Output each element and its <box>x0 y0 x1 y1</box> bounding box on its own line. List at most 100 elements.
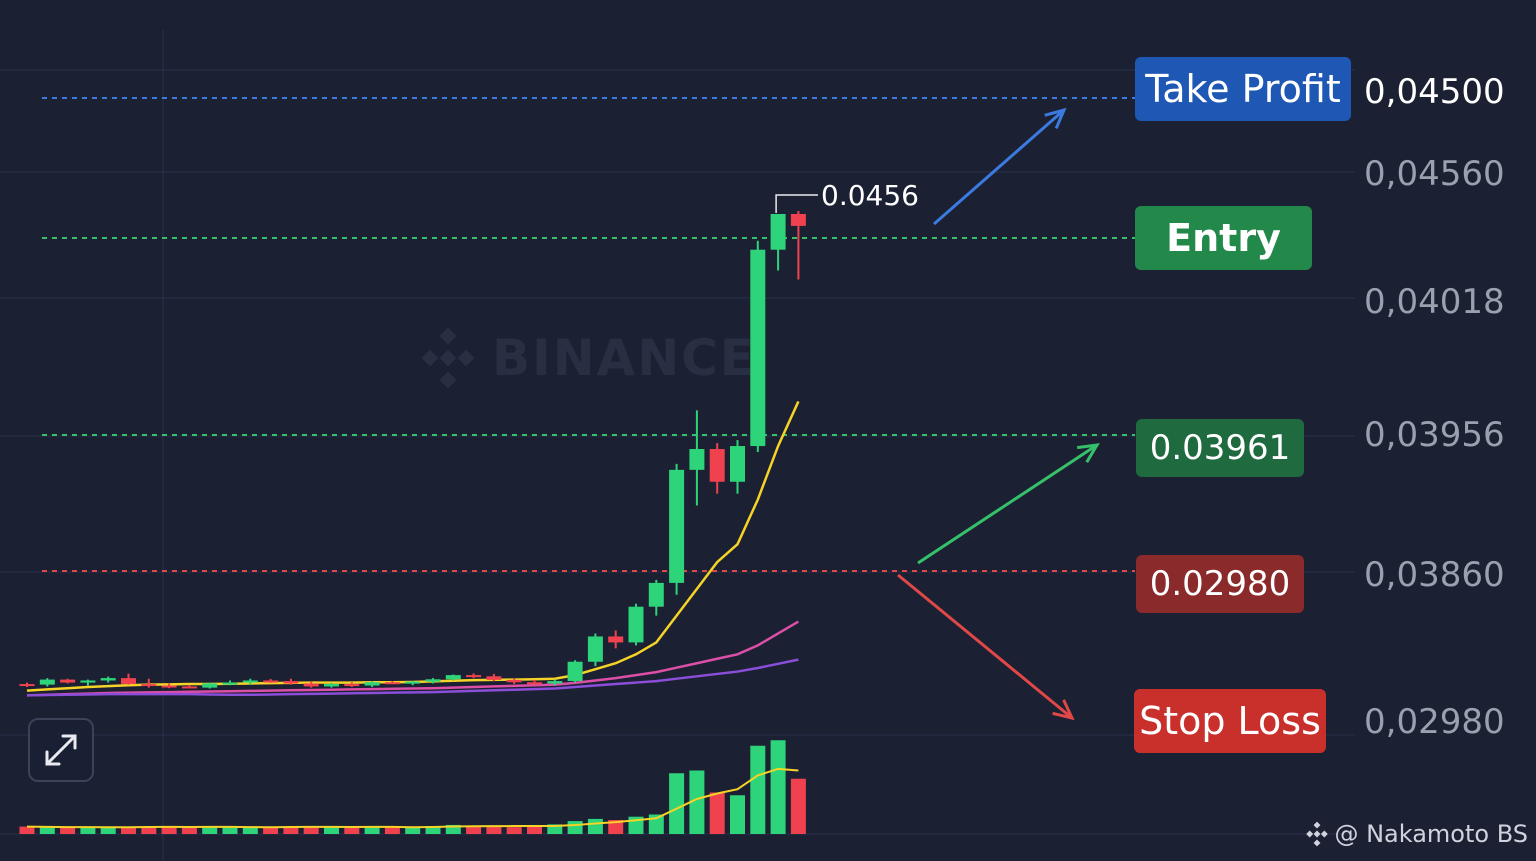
take-profit-label: Take Profit <box>1135 57 1351 121</box>
author-credit: @ Nakamoto BS <box>1304 820 1528 848</box>
candle-body <box>60 679 76 683</box>
candle-body <box>527 682 542 685</box>
candle-body <box>405 681 421 684</box>
watermark-text: BINANCE <box>492 329 756 387</box>
arrow-take-profit <box>933 108 1065 226</box>
entry-label: Entry <box>1135 206 1312 270</box>
volume-bar <box>506 827 522 834</box>
stop-loss-label: Stop Loss <box>1134 689 1326 753</box>
volume-bar <box>445 824 461 834</box>
price-axis-label: 0,02980 <box>1364 702 1505 742</box>
volume-bar <box>324 827 339 834</box>
volume-bar <box>283 826 299 834</box>
volume-bar <box>121 826 136 834</box>
volume-bar <box>709 792 725 834</box>
candle-body <box>587 636 603 662</box>
volume-bar <box>527 826 542 834</box>
credit-text: @ Nakamoto BS <box>1334 820 1528 848</box>
candle-body <box>364 682 380 686</box>
high-marker-label: 0.0456 <box>821 179 919 212</box>
candle-body <box>730 446 745 482</box>
candle-body <box>141 684 157 687</box>
expand-chart-button[interactable] <box>28 718 94 782</box>
volume-bar <box>202 827 218 834</box>
price-axis-label: 0,03860 <box>1364 555 1505 595</box>
high-marker-line <box>775 194 818 213</box>
expand-arrows-icon <box>45 734 77 766</box>
candle-body <box>263 680 279 683</box>
candle-body <box>181 686 197 689</box>
candle-body <box>547 681 563 684</box>
candle-body <box>283 681 299 684</box>
candle-body <box>567 661 583 682</box>
volume-bar <box>466 825 482 834</box>
volume-bar <box>100 827 116 834</box>
volume-bar <box>587 818 603 834</box>
volume-bar <box>425 826 441 834</box>
price-axis-label: 0,04560 <box>1364 154 1505 194</box>
volume-ma-line <box>26 767 799 829</box>
arrow-target-head <box>1076 443 1100 463</box>
candle-body <box>648 582 664 607</box>
binance-diamond-icon <box>1306 821 1329 847</box>
volume-bar <box>242 827 258 834</box>
candle-body <box>242 680 258 683</box>
price-axis-label: 0,04018 <box>1364 282 1505 322</box>
candle-body <box>303 683 319 687</box>
volume-bar <box>222 826 238 834</box>
binance-diamond-icon <box>421 327 475 389</box>
arrow-take-profit-head <box>1044 107 1067 129</box>
volume-bar <box>486 826 502 834</box>
volume-bar <box>181 827 197 834</box>
candle-body <box>19 684 35 687</box>
candle-body <box>506 679 522 683</box>
volume-bar <box>263 827 279 834</box>
volume-bar <box>303 826 319 834</box>
candle-body <box>486 676 502 680</box>
volume-bar <box>60 827 76 834</box>
binance-watermark: BINANCE <box>416 326 756 390</box>
candle-body <box>628 606 644 643</box>
candle-body <box>689 449 705 470</box>
volume-bar <box>364 826 380 834</box>
candle-body <box>100 678 116 681</box>
candle-body <box>324 684 339 687</box>
candle-body <box>669 469 685 583</box>
volume-bar <box>790 778 806 834</box>
candle-body <box>121 678 136 685</box>
volume-bar <box>567 821 583 834</box>
candle-body <box>709 449 725 482</box>
candle-body <box>750 249 766 447</box>
candle-body <box>80 680 96 683</box>
candle-body <box>384 682 400 685</box>
volume-bar <box>80 827 96 834</box>
arrow-stop-loss-head <box>1052 699 1075 721</box>
arrow-stop-loss <box>897 573 1073 720</box>
volume-bar <box>161 827 177 834</box>
candle-body <box>202 683 218 688</box>
volume-bar <box>750 745 766 834</box>
volume-bar <box>608 820 624 834</box>
volume-bar <box>405 827 421 834</box>
candle-body <box>466 675 482 678</box>
candle-body <box>161 685 177 688</box>
candle-body <box>222 682 238 685</box>
volume-bar <box>770 740 786 834</box>
candle-body <box>445 675 461 680</box>
candle-body <box>39 679 55 685</box>
volume-bar <box>141 826 157 834</box>
target-price-label: 0.03961 <box>1136 419 1304 477</box>
volume-bar <box>344 827 360 834</box>
volume-bar <box>669 773 685 834</box>
volume-bar <box>547 824 563 834</box>
candle-body <box>344 684 360 687</box>
price-axis-take-profit: 0,04500 <box>1364 72 1505 112</box>
moving-average-line <box>26 658 799 697</box>
moving-average-line <box>26 620 800 697</box>
volume-bar <box>19 826 35 834</box>
volume-bar <box>689 770 705 834</box>
volume-bar <box>39 827 55 834</box>
candle-body <box>790 214 806 226</box>
